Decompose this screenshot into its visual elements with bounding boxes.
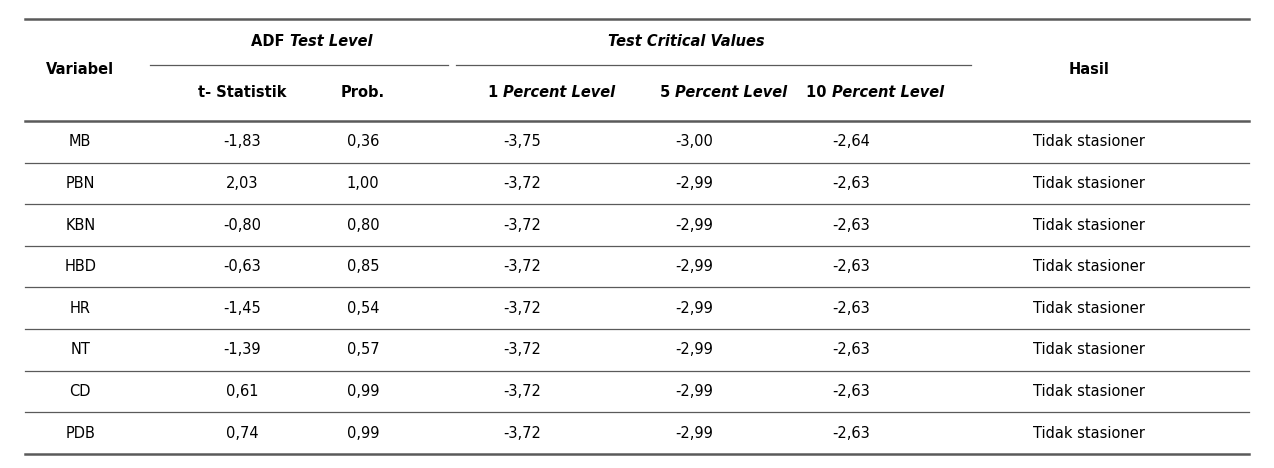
Text: -1,83: -1,83 (223, 134, 261, 149)
Text: -2,99: -2,99 (675, 426, 713, 441)
Text: 0,74: 0,74 (225, 426, 259, 441)
Text: HR: HR (70, 301, 90, 316)
Text: -3,75: -3,75 (503, 134, 541, 149)
Text: PDB: PDB (65, 426, 96, 441)
Text: -3,72: -3,72 (503, 426, 541, 441)
Text: NT: NT (70, 343, 90, 358)
Text: -3,72: -3,72 (503, 384, 541, 399)
Text: 0,85: 0,85 (347, 259, 380, 274)
Text: PBN: PBN (65, 176, 96, 191)
Text: 0,99: 0,99 (347, 426, 380, 441)
Text: Tidak stasioner: Tidak stasioner (1033, 218, 1145, 233)
Text: -2,63: -2,63 (832, 343, 870, 358)
Text: -1,45: -1,45 (223, 301, 261, 316)
Text: MB: MB (69, 134, 92, 149)
Text: 0,36: 0,36 (347, 134, 380, 149)
Text: -2,99: -2,99 (675, 384, 713, 399)
Text: -2,99: -2,99 (675, 301, 713, 316)
Text: -2,63: -2,63 (832, 218, 870, 233)
Text: 0,57: 0,57 (347, 343, 380, 358)
Text: Hasil: Hasil (1069, 62, 1110, 77)
Text: Tidak stasioner: Tidak stasioner (1033, 301, 1145, 316)
Text: -2,64: -2,64 (832, 134, 870, 149)
Text: Test Critical Values: Test Critical Values (609, 34, 764, 49)
Text: -3,72: -3,72 (503, 301, 541, 316)
Text: Percent Level: Percent Level (675, 85, 787, 100)
Text: -3,72: -3,72 (503, 343, 541, 358)
Text: Variabel: Variabel (46, 62, 115, 77)
Text: Test Level: Test Level (290, 34, 372, 49)
Text: -3,72: -3,72 (503, 218, 541, 233)
Text: 0,54: 0,54 (347, 301, 380, 316)
Text: 0,80: 0,80 (347, 218, 380, 233)
Text: 0,61: 0,61 (225, 384, 259, 399)
Text: -2,63: -2,63 (832, 301, 870, 316)
Text: -2,99: -2,99 (675, 343, 713, 358)
Text: Tidak stasioner: Tidak stasioner (1033, 426, 1145, 441)
Text: -3,72: -3,72 (503, 176, 541, 191)
Text: -2,99: -2,99 (675, 218, 713, 233)
Text: t- Statistik: t- Statistik (197, 85, 287, 100)
Text: -2,99: -2,99 (675, 259, 713, 274)
Text: 10: 10 (806, 85, 832, 100)
Text: Tidak stasioner: Tidak stasioner (1033, 176, 1145, 191)
Text: Tidak stasioner: Tidak stasioner (1033, 343, 1145, 358)
Text: -2,63: -2,63 (832, 259, 870, 274)
Text: -0,63: -0,63 (223, 259, 261, 274)
Text: -1,39: -1,39 (223, 343, 261, 358)
Text: -2,63: -2,63 (832, 384, 870, 399)
Text: Prob.: Prob. (341, 85, 385, 100)
Text: -2,99: -2,99 (675, 176, 713, 191)
Text: -3,00: -3,00 (675, 134, 713, 149)
Text: CD: CD (70, 384, 90, 399)
Text: Tidak stasioner: Tidak stasioner (1033, 134, 1145, 149)
Text: HBD: HBD (64, 259, 97, 274)
Text: Percent Level: Percent Level (503, 85, 615, 100)
Text: -2,63: -2,63 (832, 176, 870, 191)
Text: KBN: KBN (65, 218, 96, 233)
Text: Percent Level: Percent Level (832, 85, 944, 100)
Text: ADF: ADF (251, 34, 290, 49)
Text: Tidak stasioner: Tidak stasioner (1033, 384, 1145, 399)
Text: 0,99: 0,99 (347, 384, 380, 399)
Text: 2,03: 2,03 (225, 176, 259, 191)
Text: -3,72: -3,72 (503, 259, 541, 274)
Text: 5: 5 (660, 85, 675, 100)
Text: Tidak stasioner: Tidak stasioner (1033, 259, 1145, 274)
Text: -2,63: -2,63 (832, 426, 870, 441)
Text: 1,00: 1,00 (347, 176, 380, 191)
Text: -0,80: -0,80 (223, 218, 261, 233)
Text: 1: 1 (488, 85, 503, 100)
